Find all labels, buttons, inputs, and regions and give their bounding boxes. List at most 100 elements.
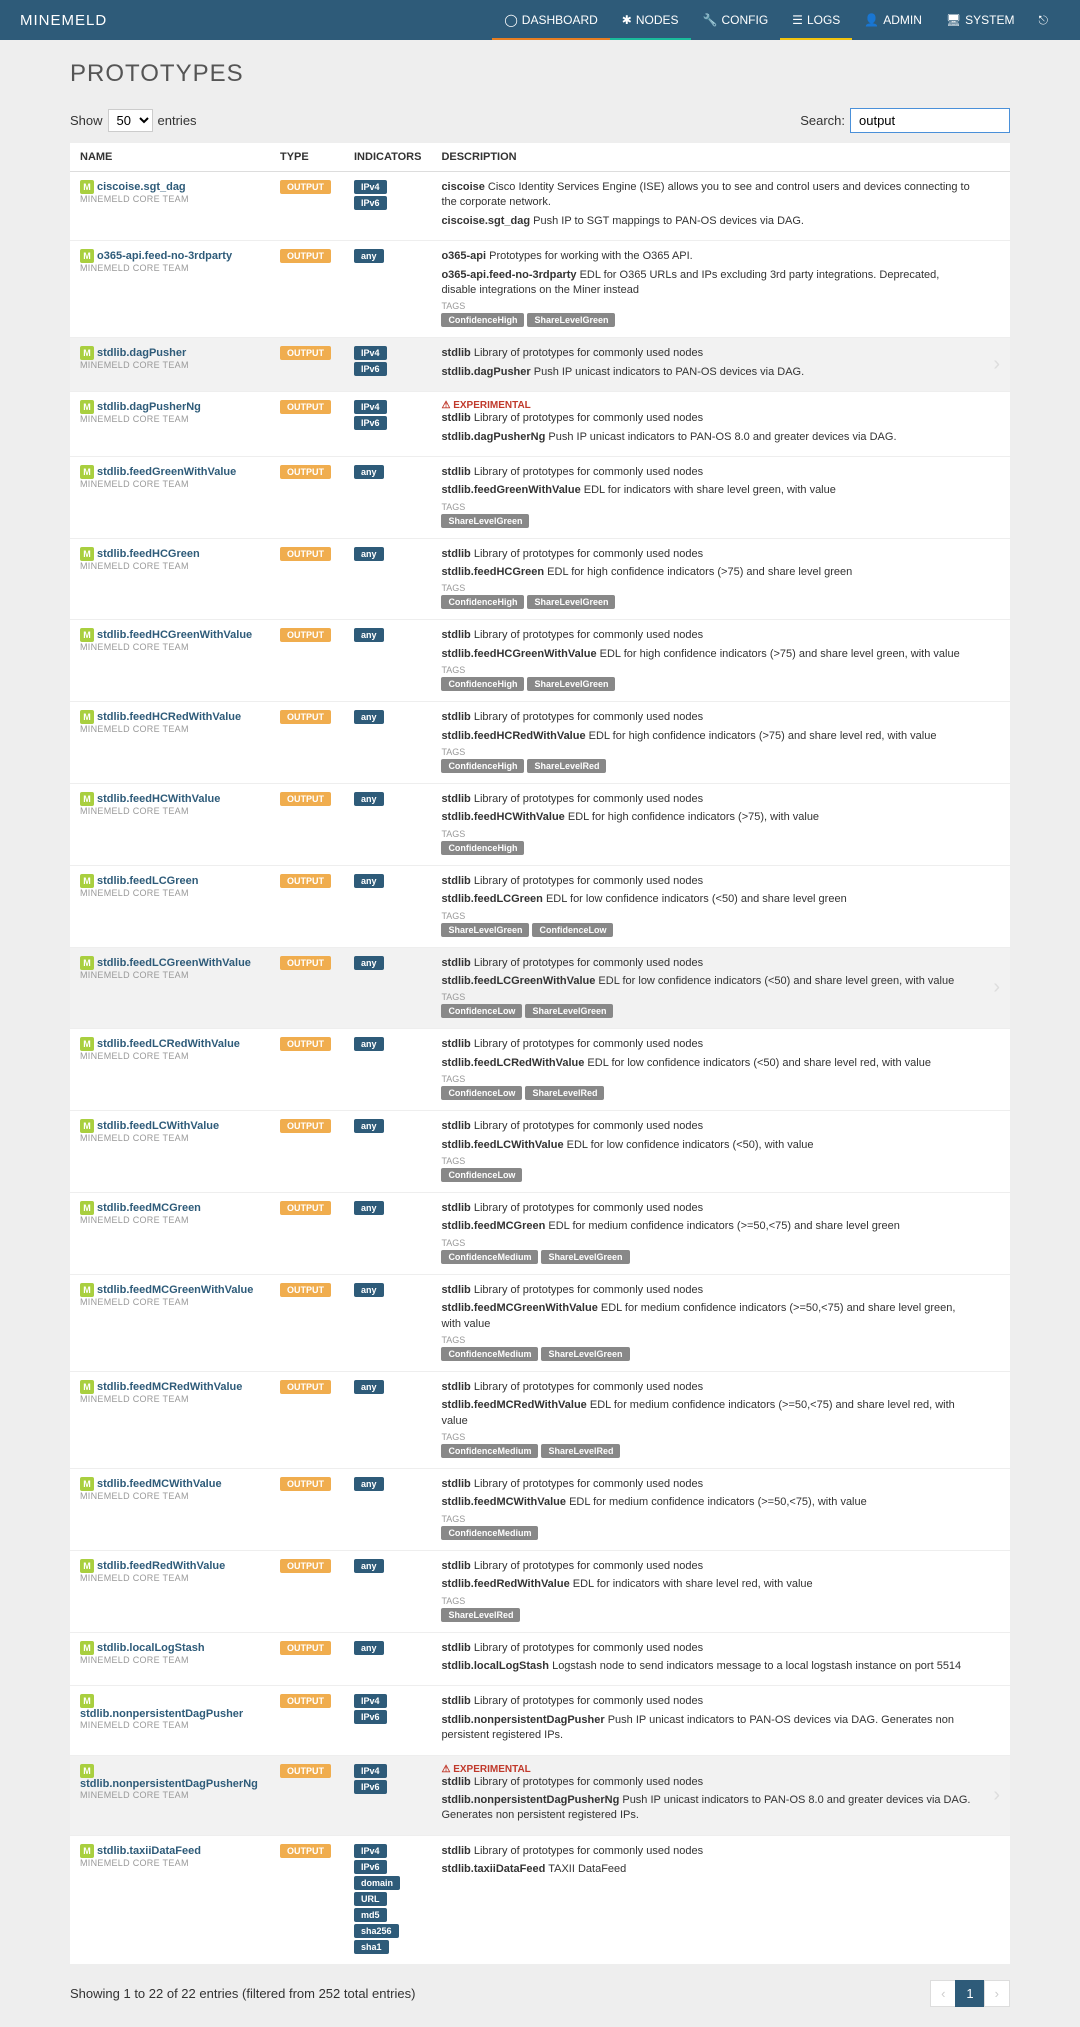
minemeld-icon: M [80, 1283, 94, 1297]
prototype-name-link[interactable]: stdlib.feedMCWithValue [97, 1478, 222, 1490]
prototype-name-link[interactable]: stdlib.taxiiDataFeed [97, 1845, 201, 1857]
table-row[interactable]: Mstdlib.dagPusherMINEMELD CORE TEAMOUTPU… [70, 338, 1010, 392]
page-next[interactable]: › [984, 1980, 1010, 2007]
description-line: stdlib Library of prototypes for commonl… [441, 1201, 973, 1216]
table-row[interactable]: Mstdlib.feedMCGreenMINEMELD CORE TEAMOUT… [70, 1192, 1010, 1274]
cell-arrow [983, 1550, 1010, 1632]
cell-name: Mstdlib.feedHCGreenWithValueMINEMELD COR… [70, 620, 270, 702]
tag-badge: ShareLevelGreen [527, 595, 615, 609]
experimental-label: EXPERIMENTAL [441, 1764, 973, 1775]
prototype-name-link[interactable]: stdlib.dagPusherNg [97, 401, 201, 413]
table-row[interactable]: Mstdlib.feedHCGreenWithValueMINEMELD COR… [70, 620, 1010, 702]
prototype-name-link[interactable]: stdlib.feedMCGreen [97, 1202, 201, 1214]
nav-system[interactable]: 🖥 SYSTEM [934, 0, 1027, 40]
type-badge: OUTPUT [280, 1380, 331, 1394]
logs-icon: ☰ [792, 13, 803, 27]
nav-admin-label: ADMIN [883, 13, 922, 27]
table-row[interactable]: Mstdlib.feedGreenWithValueMINEMELD CORE … [70, 456, 1010, 538]
indicator-badge: IPv4 [354, 1844, 387, 1858]
description-line: stdlib.feedHCGreenWithValue EDL for high… [441, 647, 973, 662]
prototype-name-link[interactable]: stdlib.feedMCGreenWithValue [97, 1284, 253, 1296]
minemeld-icon: M [80, 346, 94, 360]
type-badge: OUTPUT [280, 547, 331, 561]
cell-type: OUTPUT [270, 1755, 344, 1835]
nav-admin[interactable]: 👤 ADMIN [852, 0, 934, 40]
nav-config[interactable]: 🔧 CONFIG [691, 0, 781, 40]
table-row[interactable]: Mo365-api.feed-no-3rdpartyMINEMELD CORE … [70, 241, 1010, 338]
prototype-name-link[interactable]: stdlib.dagPusher [97, 347, 186, 359]
team-label: MINEMELD CORE TEAM [80, 1297, 260, 1307]
table-row[interactable]: Mstdlib.feedHCWithValueMINEMELD CORE TEA… [70, 784, 1010, 866]
table-row[interactable]: Mciscoise.sgt_dagMINEMELD CORE TEAMOUTPU… [70, 172, 1010, 241]
prototype-name-link[interactable]: stdlib.nonpersistentDagPusher [80, 1708, 243, 1720]
table-row[interactable]: Mstdlib.nonpersistentDagPusherMINEMELD C… [70, 1686, 1010, 1755]
config-icon: 🔧 [703, 13, 718, 27]
system-icon: 🖥 [946, 13, 961, 27]
table-row[interactable]: Mstdlib.feedMCWithValueMINEMELD CORE TEA… [70, 1469, 1010, 1551]
nav-nodes[interactable]: ✱ NODES [610, 0, 691, 40]
prototype-name-link[interactable]: stdlib.feedHCGreenWithValue [97, 629, 252, 641]
chevron-right-icon: › [993, 1784, 1000, 1806]
table-row[interactable]: Mstdlib.localLogStashMINEMELD CORE TEAMO… [70, 1632, 1010, 1686]
page-current[interactable]: 1 [955, 1980, 984, 2007]
prototype-name-link[interactable]: stdlib.feedGreenWithValue [97, 466, 236, 478]
prototype-name-link[interactable]: stdlib.feedRedWithValue [97, 1560, 225, 1572]
header-description[interactable]: DESCRIPTION [431, 143, 983, 172]
prototype-name-link[interactable]: stdlib.feedHCRedWithValue [97, 711, 241, 723]
prototype-name-link[interactable]: stdlib.feedLCGreen [97, 875, 198, 887]
header-indicators[interactable]: INDICATORS [344, 143, 431, 172]
nav-logs[interactable]: ☰ LOGS [780, 0, 852, 40]
brand[interactable]: MINEMELD [20, 12, 107, 29]
tag-badge: ConfidenceLow [441, 1004, 522, 1018]
cell-arrow [983, 620, 1010, 702]
table-row[interactable]: Mstdlib.feedRedWithValueMINEMELD CORE TE… [70, 1550, 1010, 1632]
cell-type: OUTPUT [270, 172, 344, 241]
table-row[interactable]: Mstdlib.dagPusherNgMINEMELD CORE TEAMOUT… [70, 392, 1010, 457]
nav-logout[interactable]: ⎋ [1027, 0, 1061, 40]
table-row[interactable]: Mstdlib.feedLCGreenMINEMELD CORE TEAMOUT… [70, 865, 1010, 947]
table-row[interactable]: Mstdlib.feedLCGreenWithValueMINEMELD COR… [70, 947, 1010, 1029]
prototype-name-link[interactable]: stdlib.feedLCGreenWithValue [97, 957, 251, 969]
search-label: Search: [800, 113, 845, 128]
table-row[interactable]: Mstdlib.feedHCGreenMINEMELD CORE TEAMOUT… [70, 538, 1010, 620]
search-input[interactable] [850, 108, 1010, 133]
prototype-name-link[interactable]: stdlib.feedMCRedWithValue [97, 1381, 242, 1393]
cell-indicators: any [344, 1469, 431, 1551]
header-type[interactable]: TYPE [270, 143, 344, 172]
cell-type: OUTPUT [270, 456, 344, 538]
cell-type: OUTPUT [270, 1686, 344, 1755]
table-row[interactable]: Mstdlib.feedHCRedWithValueMINEMELD CORE … [70, 702, 1010, 784]
cell-name: Mstdlib.feedMCGreenWithValueMINEMELD COR… [70, 1274, 270, 1371]
prototype-name-link[interactable]: o365-api.feed-no-3rdparty [97, 250, 232, 262]
table-row[interactable]: Mstdlib.nonpersistentDagPusherNgMINEMELD… [70, 1755, 1010, 1835]
cell-arrow [983, 1274, 1010, 1371]
description-line: stdlib.feedLCRedWithValue EDL for low co… [441, 1056, 973, 1071]
type-badge: OUTPUT [280, 792, 331, 806]
prototype-name-link[interactable]: ciscoise.sgt_dag [97, 181, 186, 193]
prototype-name-link[interactable]: stdlib.feedHCWithValue [97, 793, 220, 805]
nav-dashboard[interactable]: ◯ DASHBOARD [492, 0, 609, 40]
team-label: MINEMELD CORE TEAM [80, 888, 260, 898]
table-row[interactable]: Mstdlib.taxiiDataFeedMINEMELD CORE TEAMO… [70, 1835, 1010, 1964]
header-name[interactable]: NAME [70, 143, 270, 172]
prototype-name-link[interactable]: stdlib.feedHCGreen [97, 548, 200, 560]
cell-name: Mstdlib.feedGreenWithValueMINEMELD CORE … [70, 456, 270, 538]
cell-indicators: IPv4IPv6 [344, 172, 431, 241]
table-row[interactable]: Mstdlib.feedMCRedWithValueMINEMELD CORE … [70, 1371, 1010, 1468]
tags-label: TAGS [441, 911, 973, 921]
prototype-name-link[interactable]: stdlib.feedLCWithValue [97, 1120, 219, 1132]
prototype-name-link[interactable]: stdlib.nonpersistentDagPusherNg [80, 1778, 258, 1790]
tags-label: TAGS [441, 301, 973, 311]
entries-select[interactable]: 50 [108, 109, 153, 132]
experimental-label: EXPERIMENTAL [441, 400, 973, 411]
table-row[interactable]: Mstdlib.feedMCGreenWithValueMINEMELD COR… [70, 1274, 1010, 1371]
page-prev[interactable]: ‹ [930, 1980, 956, 2007]
table-row[interactable]: Mstdlib.feedLCWithValueMINEMELD CORE TEA… [70, 1111, 1010, 1193]
table-row[interactable]: Mstdlib.feedLCRedWithValueMINEMELD CORE … [70, 1029, 1010, 1111]
nodes-icon: ✱ [622, 13, 632, 27]
prototype-name-link[interactable]: stdlib.feedLCRedWithValue [97, 1038, 240, 1050]
prototype-name-link[interactable]: stdlib.localLogStash [97, 1642, 205, 1654]
indicator-badge: any [354, 710, 384, 724]
tag-badge: ShareLevelRed [541, 1444, 620, 1458]
cell-description: stdlib Library of prototypes for commonl… [431, 1632, 983, 1686]
